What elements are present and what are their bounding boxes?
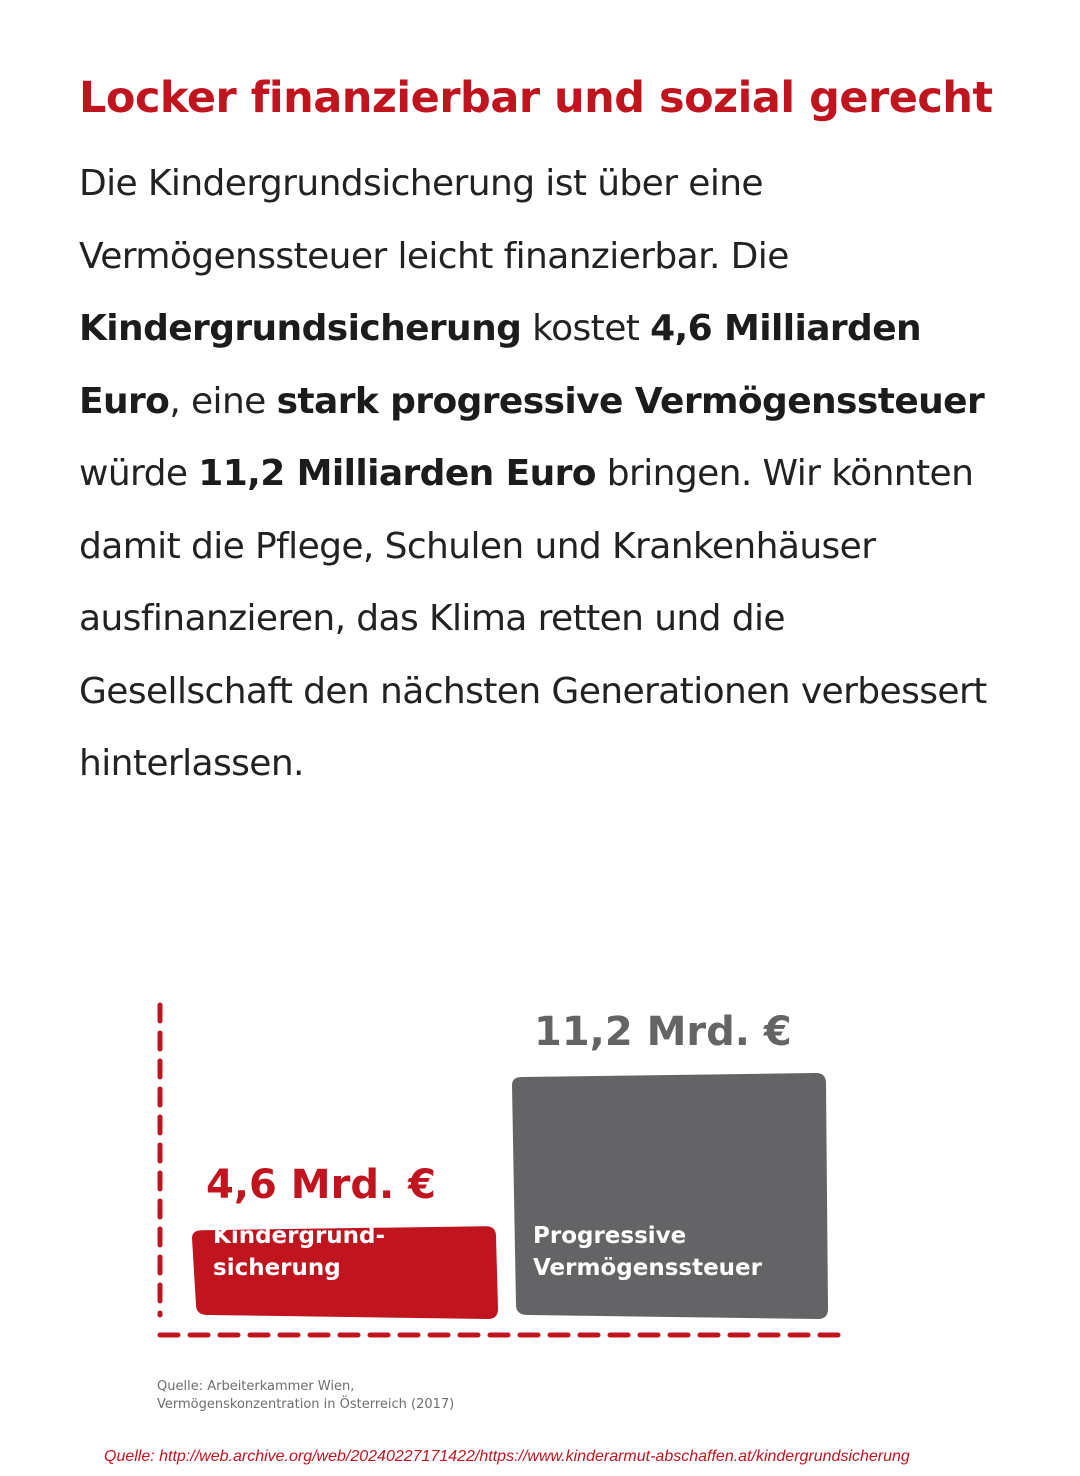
- chart-source-line-1: Quelle: Arbeiterkammer Wien,: [157, 1379, 355, 1394]
- paragraph-emphasis: stark progressive Vermögenssteuer: [276, 380, 985, 422]
- paragraph-text: würde: [79, 453, 199, 494]
- paragraph-text: kostet: [521, 308, 651, 349]
- paragraph-text: , eine: [169, 380, 277, 422]
- paragraph-emphasis: 4,6 Milliarden Euro: [79, 308, 922, 422]
- bar-chart: 4,6 Mrd. € Kindergrund-sicherung 11,2 Mrd.…: [140, 985, 870, 1405]
- data-label: 4,6 Mrd. €: [206, 1162, 436, 1208]
- article-paragraph: Die Kindergrundsicherung ist über eine V…: [79, 148, 999, 801]
- paragraph-emphasis: Kindergrundsicherung: [79, 308, 522, 349]
- category-label: Progressive: [533, 1223, 686, 1249]
- category-label: Vermögenssteuer: [533, 1255, 763, 1281]
- category-label: Kindergrund-: [213, 1223, 385, 1249]
- data-label: 11,2 Mrd. €: [534, 1009, 792, 1055]
- article: Locker finanzierbar und sozial gerecht D…: [79, 70, 999, 801]
- bar-chart-svg: 4,6 Mrd. € Kindergrund-sicherung 11,2 Mrd.…: [157, 1002, 853, 1338]
- chart-source-line-2: Vermögenskonzentration in Österreich (20…: [157, 1397, 455, 1412]
- paragraph-text: bringen. Wir könnten damit die Pflege, S…: [79, 453, 987, 784]
- paragraph-text: Die Kindergrundsicherung ist über eine V…: [79, 163, 789, 277]
- headline: Locker finanzierbar und sozial gerecht: [79, 73, 993, 123]
- chart-source: Quelle: Arbeiterkammer Wien, Vermögensko…: [157, 1378, 454, 1414]
- bar: [192, 1226, 498, 1319]
- paragraph-emphasis: 11,2 Milliarden Euro: [198, 453, 596, 494]
- bar: [512, 1073, 828, 1319]
- page-source-link[interactable]: Quelle: http://web.archive.org/web/20240…: [104, 1448, 910, 1465]
- category-label: sicherung: [213, 1255, 341, 1281]
